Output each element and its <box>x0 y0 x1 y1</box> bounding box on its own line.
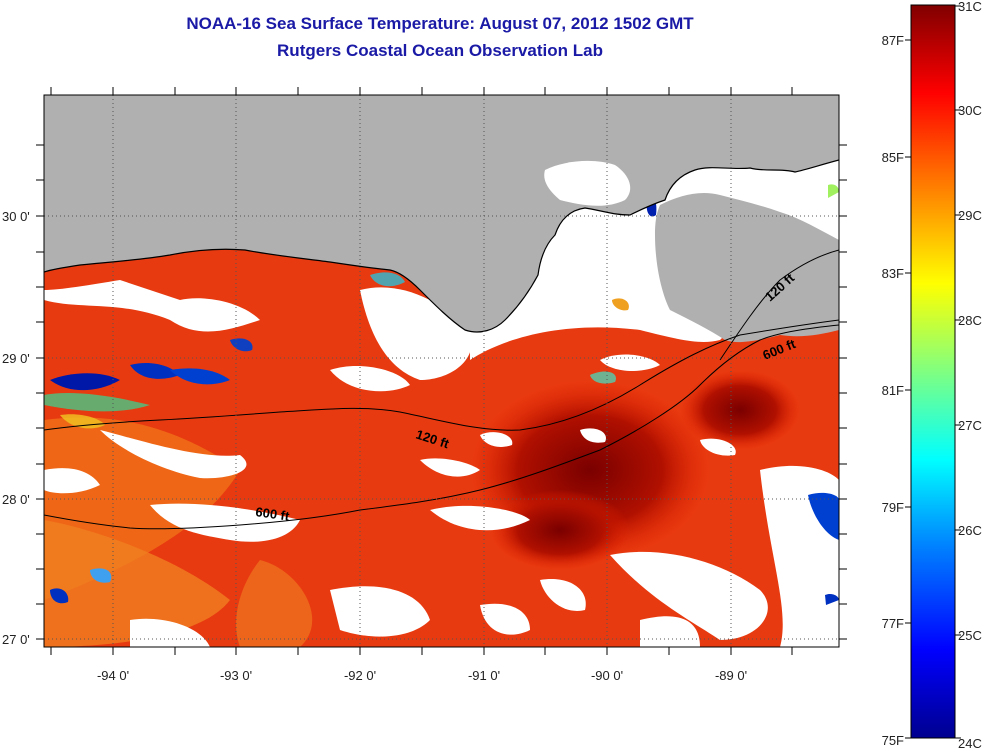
colorbar-celsius-label: 25C <box>958 628 982 643</box>
lat-label: 29 0' <box>2 351 30 366</box>
plot-frame <box>43 94 840 648</box>
colorbar-celsius-label: 24C <box>958 736 982 751</box>
colorbar-fahrenheit-label: 79F <box>882 500 904 515</box>
isobath-600ft-line <box>44 324 839 530</box>
lat-label: 28 0' <box>2 492 30 507</box>
coastline <box>44 159 839 333</box>
lake-cloud <box>544 160 631 206</box>
colorbar-fahrenheit-label: 77F <box>882 616 904 631</box>
colorbar-fahrenheit-label: 81F <box>882 383 904 398</box>
hot-core <box>490 490 630 570</box>
colorbar-fahrenheit-label: 87F <box>882 33 904 48</box>
lon-label: -92 0' <box>344 668 376 683</box>
map-subtitle: Rutgers Coastal Ocean Observation Lab <box>277 41 603 60</box>
hot-core <box>680 370 800 450</box>
warm-zone <box>44 520 230 647</box>
isobath-label-600ft: 600 ft <box>255 504 291 524</box>
lon-label: -91 0' <box>468 668 500 683</box>
lon-label: -94 0' <box>97 668 129 683</box>
colorbar-fahrenheit-label: 75F <box>882 733 904 748</box>
gridlines <box>44 95 839 647</box>
land-mass <box>655 193 839 343</box>
lat-label: 27 0' <box>2 632 30 647</box>
map-plot-area: 120 ft 600 ft 120 ft 600 ft <box>44 95 839 647</box>
lon-label: -89 0' <box>715 668 747 683</box>
colorbar-celsius-label: 31C <box>958 0 982 14</box>
colorbar-celsius-label: 27C <box>958 418 982 433</box>
lat-label: 30 0' <box>2 209 30 224</box>
warm-zone <box>236 560 313 647</box>
colorbar-fahrenheit-label: 83F <box>882 266 904 281</box>
colorbar-celsius-label: 28C <box>958 313 982 328</box>
lon-label: -93 0' <box>220 668 252 683</box>
tick-marks <box>36 87 847 655</box>
colorbar <box>910 4 956 739</box>
map-title: NOAA-16 Sea Surface Temperature: August … <box>186 14 694 33</box>
lon-label: -90 0' <box>591 668 623 683</box>
land-mass <box>44 95 839 332</box>
colorbar-celsius-label: 29C <box>958 208 982 223</box>
isobath-120ft-line <box>44 319 839 431</box>
colorbar-celsius-label: 30C <box>958 103 982 118</box>
colorbar-fahrenheit-label: 85F <box>882 150 904 165</box>
isobath-120ft-east-line <box>719 249 839 361</box>
colorbar-ticks <box>905 5 961 739</box>
colorbar-celsius-label: 26C <box>958 523 982 538</box>
